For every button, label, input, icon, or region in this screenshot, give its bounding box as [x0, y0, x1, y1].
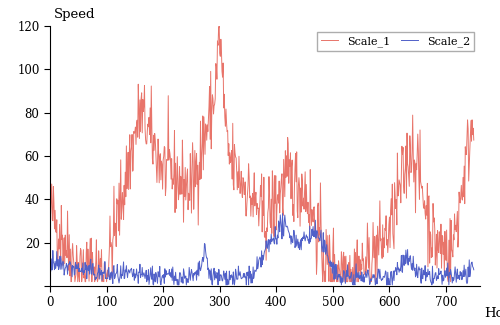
Text: Speed: Speed — [54, 8, 96, 21]
Scale_1 — [216, 24, 222, 28]
Scale_1 — [296, 176, 302, 180]
Legend: Scale_1, Scale_2: Scale_1, Scale_2 — [317, 32, 474, 51]
Scale_1 — [384, 243, 390, 247]
Scale_2 — [188, 272, 194, 276]
Scale_1 — [47, 199, 53, 202]
Scale_1 — [238, 183, 244, 187]
Scale_1 — [188, 179, 194, 183]
Text: Hour: Hour — [484, 307, 500, 320]
Line: Scale_1: Scale_1 — [50, 26, 474, 282]
Scale_2 — [296, 240, 302, 244]
Scale_1 — [471, 138, 477, 142]
Scale_2 — [471, 268, 477, 272]
Scale_2 — [128, 267, 134, 271]
Scale_2 — [318, 228, 324, 232]
Line: Scale_2: Scale_2 — [50, 214, 474, 285]
Scale_1 — [128, 145, 134, 149]
Scale_2 — [150, 283, 156, 287]
Scale_2 — [384, 283, 390, 287]
Scale_2 — [47, 267, 53, 271]
Scale_1 — [68, 280, 74, 284]
Scale_1 — [318, 221, 324, 225]
Scale_2 — [237, 270, 243, 274]
Scale_2 — [280, 212, 285, 215]
